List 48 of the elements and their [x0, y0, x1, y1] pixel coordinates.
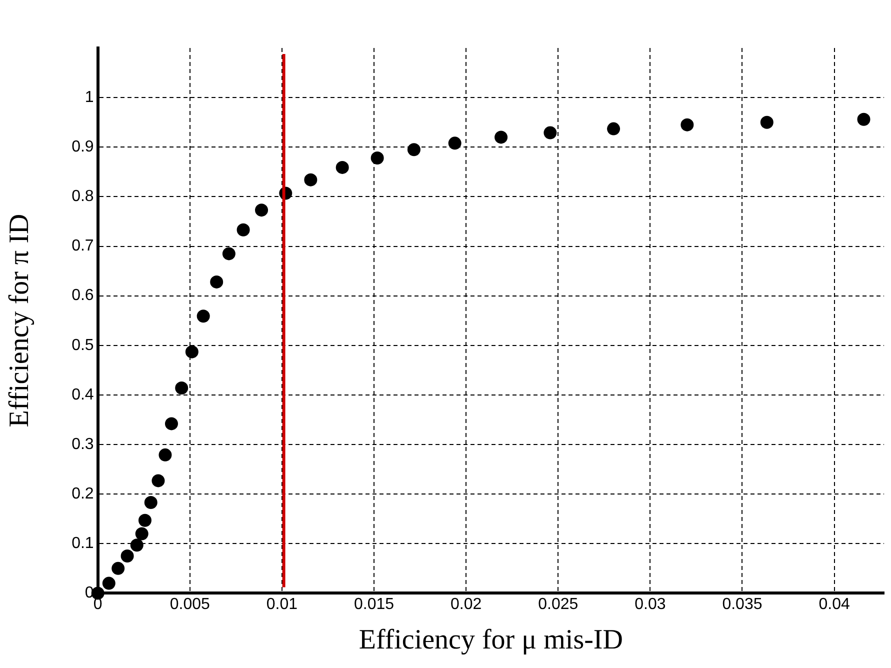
x-tick-label: 0.035	[722, 596, 762, 614]
point	[304, 173, 318, 186]
point	[680, 118, 694, 132]
y-tick-label: 0.4	[72, 386, 94, 404]
point	[760, 116, 774, 129]
x-tick-label: 0.04	[818, 596, 850, 614]
x-tick-label: 0.02	[450, 596, 482, 614]
y-tick-label: 0.8	[72, 188, 94, 206]
point	[135, 527, 148, 540]
point	[196, 310, 210, 323]
point	[544, 126, 557, 140]
point	[407, 143, 420, 156]
point	[494, 130, 508, 144]
point	[130, 538, 144, 552]
y-tick-label: 0.2	[72, 485, 94, 502]
point	[222, 247, 236, 260]
x-tick-label: 0.005	[170, 596, 210, 614]
point	[102, 576, 116, 590]
point	[185, 345, 198, 358]
x-tick-label: 0.03	[634, 596, 666, 614]
point	[448, 136, 462, 150]
point	[255, 204, 268, 217]
point	[607, 122, 620, 136]
point	[112, 562, 125, 575]
point	[164, 417, 178, 430]
point	[857, 112, 870, 126]
x-tick-label: 0.01	[266, 596, 298, 614]
point	[175, 382, 188, 395]
x-tick-label: 0.025	[538, 596, 578, 614]
y-tick-label: 0.1	[72, 535, 94, 552]
point	[138, 514, 152, 527]
y-tick-label: 0.6	[72, 287, 94, 304]
x-axis-title: Efficiency for μ mis-ID	[358, 624, 623, 656]
y-tick-label: 1	[84, 88, 94, 106]
point	[370, 152, 384, 165]
y-tick-label: 0.7	[72, 238, 94, 255]
point	[236, 223, 250, 236]
x-tick-label: 0.015	[354, 596, 394, 614]
point	[210, 275, 224, 288]
point	[144, 496, 158, 509]
y-tick-label: 0.3	[72, 436, 94, 453]
y-tick-label: 0.9	[72, 138, 94, 156]
point	[120, 550, 134, 563]
point	[158, 448, 172, 462]
point	[336, 160, 349, 174]
point	[152, 474, 165, 488]
y-tick-label: 0.5	[72, 336, 94, 354]
y-axis-title: Efficiency for π ID	[4, 214, 36, 428]
